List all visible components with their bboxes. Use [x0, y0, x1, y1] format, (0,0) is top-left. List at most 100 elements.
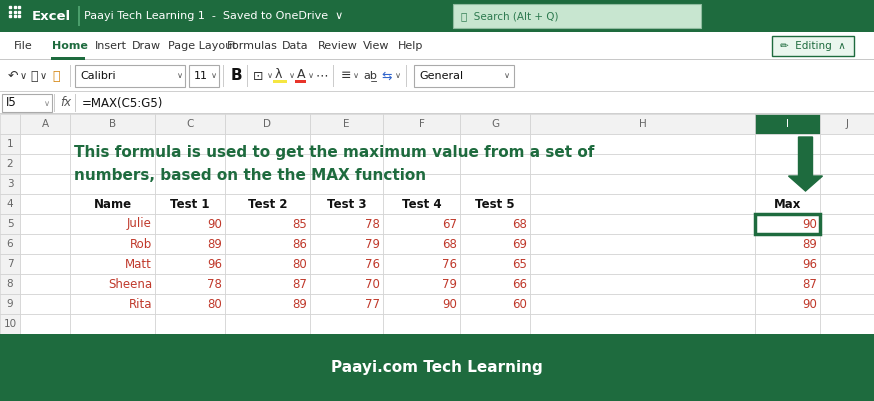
Bar: [755, 254, 820, 274]
Bar: [247, 65, 248, 87]
Bar: [225, 214, 310, 234]
Bar: [383, 254, 460, 274]
Text: A: A: [297, 69, 306, 81]
Text: Help: Help: [398, 41, 423, 51]
Text: General: General: [419, 71, 463, 81]
Bar: [460, 214, 530, 234]
Text: ≡: ≡: [341, 69, 351, 83]
Text: 7: 7: [7, 259, 13, 269]
Bar: [460, 274, 530, 294]
Bar: [155, 254, 225, 274]
Bar: [820, 194, 874, 214]
Bar: [70, 65, 71, 87]
Bar: [155, 214, 225, 234]
Bar: [755, 234, 820, 254]
Bar: [225, 134, 310, 154]
Bar: [223, 65, 224, 87]
Text: 90: 90: [802, 217, 817, 231]
Bar: [20, 134, 70, 154]
Bar: [155, 154, 225, 174]
Bar: [70, 114, 155, 134]
Bar: [0, 32, 874, 60]
Bar: [755, 274, 820, 294]
Bar: [20, 294, 70, 314]
Text: C: C: [186, 119, 194, 129]
Bar: [225, 254, 310, 274]
Bar: [0, 274, 20, 294]
Text: =MAX(C5:G5): =MAX(C5:G5): [82, 97, 163, 109]
Text: Paayi.com Tech Learning: Paayi.com Tech Learning: [331, 360, 543, 375]
Bar: [273, 80, 287, 83]
Text: 69: 69: [512, 237, 527, 251]
Bar: [460, 194, 530, 214]
Bar: [820, 154, 874, 174]
Bar: [0, 114, 20, 134]
Text: 86: 86: [292, 237, 307, 251]
Text: 67: 67: [442, 217, 457, 231]
Bar: [75, 94, 76, 112]
Bar: [155, 314, 225, 334]
Bar: [70, 234, 155, 254]
Text: ∨: ∨: [211, 71, 217, 81]
Bar: [75, 65, 185, 87]
Bar: [0, 194, 20, 214]
Text: 76: 76: [442, 257, 457, 271]
Text: B: B: [109, 119, 116, 129]
Bar: [78, 6, 80, 26]
Bar: [820, 314, 874, 334]
Bar: [225, 274, 310, 294]
Bar: [530, 234, 755, 254]
Bar: [460, 154, 530, 174]
Bar: [310, 194, 383, 214]
Bar: [70, 194, 155, 214]
Bar: [70, 294, 155, 314]
Bar: [0, 92, 874, 114]
Bar: [70, 214, 155, 234]
Bar: [155, 134, 225, 154]
Text: ⇆: ⇆: [381, 69, 392, 83]
Text: ⎘: ⎘: [30, 69, 38, 83]
Text: Test 1: Test 1: [170, 198, 210, 211]
Bar: [453, 4, 701, 28]
Bar: [225, 154, 310, 174]
Bar: [755, 194, 820, 214]
Text: 5: 5: [7, 219, 13, 229]
Bar: [310, 174, 383, 194]
Bar: [530, 154, 755, 174]
Bar: [0, 0, 874, 32]
Bar: [0, 154, 20, 174]
Text: This formula is used to get the maximum value from a set of: This formula is used to get the maximum …: [74, 144, 594, 160]
Bar: [310, 274, 383, 294]
Text: Max: Max: [773, 198, 801, 211]
Bar: [225, 314, 310, 334]
Bar: [0, 214, 20, 234]
Bar: [310, 214, 383, 234]
Bar: [310, 234, 383, 254]
Bar: [51, 57, 85, 60]
Bar: [383, 174, 460, 194]
Text: 96: 96: [207, 257, 222, 271]
Bar: [225, 294, 310, 314]
Text: Rita: Rita: [128, 298, 152, 310]
Bar: [310, 254, 383, 274]
Text: Data: Data: [282, 41, 309, 51]
Bar: [0, 294, 20, 314]
Text: 60: 60: [512, 298, 527, 310]
Text: Julie: Julie: [127, 217, 152, 231]
Bar: [460, 174, 530, 194]
Text: Test 5: Test 5: [475, 198, 515, 211]
Bar: [0, 134, 20, 154]
Bar: [406, 65, 407, 87]
Text: J: J: [845, 119, 849, 129]
Text: Test 3: Test 3: [327, 198, 366, 211]
Bar: [70, 154, 155, 174]
Bar: [383, 194, 460, 214]
Bar: [820, 274, 874, 294]
Bar: [530, 274, 755, 294]
Bar: [0, 254, 20, 274]
Text: ✏  Editing  ∧: ✏ Editing ∧: [780, 41, 846, 51]
Text: 78: 78: [207, 277, 222, 290]
Bar: [155, 294, 225, 314]
Bar: [20, 214, 70, 234]
Bar: [820, 114, 874, 134]
